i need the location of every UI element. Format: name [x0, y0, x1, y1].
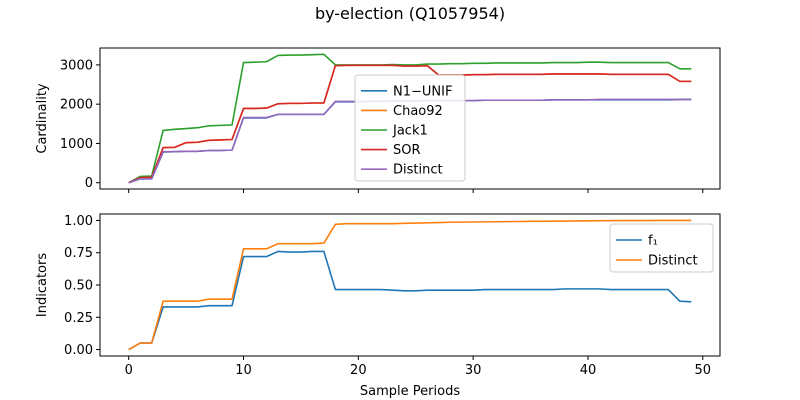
x-tick-label: 50 [695, 363, 712, 378]
legend-label: Jack1 [392, 124, 428, 139]
legend-label: Distinct [648, 254, 698, 269]
y-tick-label: 0.50 [64, 279, 93, 294]
legend: f₁ Distinct [609, 223, 714, 273]
y-tick-label: 0.75 [64, 246, 93, 261]
y-tick-label: 1.00 [64, 214, 93, 229]
legend-box [354, 74, 466, 182]
x-tick-label: 0 [125, 363, 133, 378]
y-tick-label: 0 [85, 176, 93, 191]
series-line-top-2 [128, 53, 692, 184]
bottom-chart-indicators: 0 10 20 30 40 50 0.00 0.25 0.50 0.75 1.00 Indicator… [35, 213, 721, 378]
y-tick-label: 3000 [60, 58, 93, 73]
legend: N1−UNIF Chao92 Jack1 SOR Distinct [354, 74, 466, 182]
legend-label: Distinct [393, 163, 443, 178]
x-tick-label: 20 [350, 363, 367, 378]
series-line-bottom-0 [128, 250, 692, 351]
x-tick-label: 40 [580, 363, 597, 378]
y-tick-label: 2000 [60, 98, 93, 113]
x-tick-label: 10 [235, 363, 252, 378]
legend-label: N1−UNIF [393, 84, 452, 99]
series-line-top-3 [128, 64, 692, 184]
legend-label: Chao92 [393, 104, 443, 119]
y-axis-title: Cardinality [35, 83, 50, 154]
series-line-bottom-1 [128, 219, 692, 351]
axes-frame [99, 47, 721, 190]
x-axis-title: Sample Periods [360, 384, 460, 399]
legend-label: SOR [393, 143, 421, 158]
x-tick-label: 30 [465, 363, 482, 378]
figure-title: by-election (Q1057954) [315, 4, 505, 23]
top-chart-cardinality: 0 1000 2000 3000 Cardinality N1−UNIF Chao92 Jac… [35, 47, 721, 193]
y-tick-label: 0.25 [64, 311, 93, 326]
y-tick-label: 1000 [60, 137, 93, 152]
y-tick-label: 0.00 [64, 343, 93, 358]
y-axis-title: Indicators [35, 253, 50, 317]
legend-label: f₁ [648, 234, 658, 249]
